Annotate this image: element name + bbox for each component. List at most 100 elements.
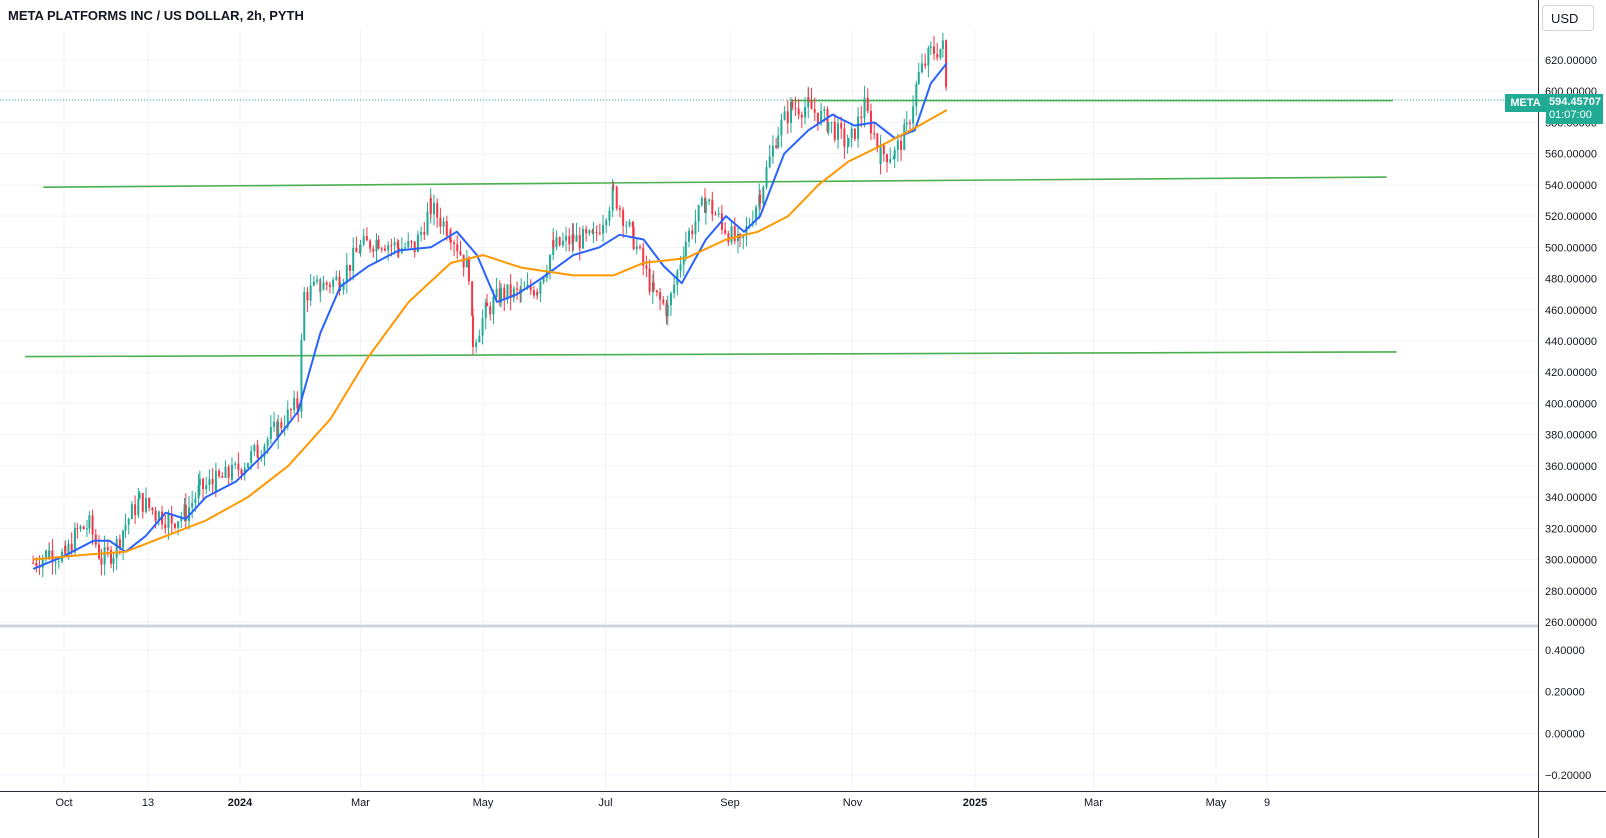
- candle-body: [300, 340, 303, 412]
- candle-body: [742, 234, 745, 239]
- candle-body: [908, 122, 911, 124]
- candle-body: [35, 562, 38, 567]
- candle-body: [377, 239, 380, 249]
- candle-body: [197, 485, 200, 499]
- candle-body: [91, 515, 94, 535]
- candle-body: [32, 562, 35, 564]
- candle-body: [797, 108, 800, 115]
- candle-body: [164, 524, 167, 529]
- candle-body: [134, 504, 137, 516]
- candle-body: [88, 515, 91, 529]
- candle-body: [439, 217, 442, 227]
- candle-body: [471, 315, 474, 347]
- candle-body: [442, 221, 445, 227]
- candle-body: [154, 518, 157, 521]
- candle-body: [338, 276, 341, 290]
- candle-body: [558, 237, 561, 246]
- candle-body: [700, 198, 703, 206]
- x-tick-label: 13: [142, 797, 154, 809]
- y-tick-label: 460.00000: [1545, 305, 1597, 317]
- candle-body: [191, 502, 194, 508]
- candle-body: [296, 398, 299, 409]
- candle-body: [486, 302, 489, 307]
- candle-body: [920, 63, 923, 73]
- candle-body: [57, 561, 60, 563]
- candle-body: [316, 279, 319, 282]
- candle-body: [173, 523, 176, 528]
- candle-body: [516, 288, 519, 290]
- candle-body: [286, 409, 289, 427]
- candle-body: [532, 290, 535, 296]
- candle-body: [306, 291, 309, 301]
- candle-body: [94, 534, 97, 545]
- candle-body: [180, 516, 183, 522]
- candle-body: [383, 248, 386, 251]
- candle-body: [565, 236, 568, 241]
- candle-body: [445, 221, 448, 236]
- candle-body: [905, 122, 908, 125]
- candle-body: [309, 285, 312, 301]
- candle-body: [618, 208, 621, 210]
- candle-body: [138, 493, 141, 499]
- y-tick-label: 360.00000: [1545, 461, 1597, 473]
- candle-body: [917, 72, 920, 84]
- x-tick-label: Mar: [1084, 797, 1103, 809]
- candle-body: [208, 479, 211, 485]
- candle-body: [549, 255, 552, 272]
- candle-body: [289, 409, 292, 411]
- candle-body: [765, 167, 768, 188]
- x-tick-label: Oct: [55, 797, 72, 809]
- candle-body: [48, 550, 51, 558]
- trend-lines[interactable]: [0, 99, 1538, 358]
- candle-body: [273, 421, 276, 427]
- candle-body: [103, 547, 106, 565]
- candle-body: [355, 247, 358, 253]
- candle-body: [198, 478, 201, 486]
- candle-body: [277, 421, 280, 437]
- candle-body: [426, 211, 429, 235]
- candle-body: [112, 557, 115, 564]
- candle-body: [912, 106, 915, 124]
- lower-y-tick-label: −0.20000: [1545, 770, 1591, 782]
- candle-body: [578, 235, 581, 249]
- candle-body: [194, 498, 197, 503]
- candle-body: [927, 48, 930, 66]
- candle-body: [717, 213, 720, 215]
- candle-body: [791, 101, 794, 108]
- candle-body: [365, 236, 368, 241]
- candle-body: [100, 558, 103, 565]
- candle-body: [115, 539, 118, 558]
- candle-body: [436, 203, 439, 218]
- y-tick-label: 420.00000: [1545, 367, 1597, 379]
- y-tick-label: 560.00000: [1545, 149, 1597, 161]
- candle-body: [730, 226, 733, 243]
- candle-body: [227, 466, 230, 478]
- candle-body: [612, 185, 615, 187]
- y-tick-label: 380.00000: [1545, 430, 1597, 442]
- candle-body: [873, 133, 876, 135]
- candle-body: [359, 244, 362, 253]
- candle-body: [704, 201, 707, 213]
- trend-line[interactable]: [43, 176, 1387, 189]
- candle-body: [941, 40, 944, 49]
- lower-y-tick-label: 0.40000: [1545, 645, 1585, 657]
- y-tick-label: 620.00000: [1545, 55, 1597, 67]
- candle-body: [369, 240, 372, 249]
- candle-body: [833, 121, 836, 140]
- candle-body: [622, 209, 625, 226]
- y-tick-label: 480.00000: [1545, 274, 1597, 286]
- y-tick-label: 320.00000: [1545, 523, 1597, 535]
- candle-body: [915, 83, 918, 107]
- candle-body: [714, 214, 717, 216]
- candle-body: [762, 187, 765, 204]
- x-tick-label: 9: [1264, 797, 1270, 809]
- lower-y-tick-label: 0.20000: [1545, 687, 1585, 699]
- candle-body: [237, 463, 240, 470]
- currency-button[interactable]: USD: [1542, 5, 1594, 31]
- candle-body: [263, 446, 266, 457]
- candle-body: [939, 48, 942, 58]
- trend-line[interactable]: [25, 351, 1397, 358]
- candle-body: [67, 543, 70, 556]
- candle-body: [759, 194, 762, 204]
